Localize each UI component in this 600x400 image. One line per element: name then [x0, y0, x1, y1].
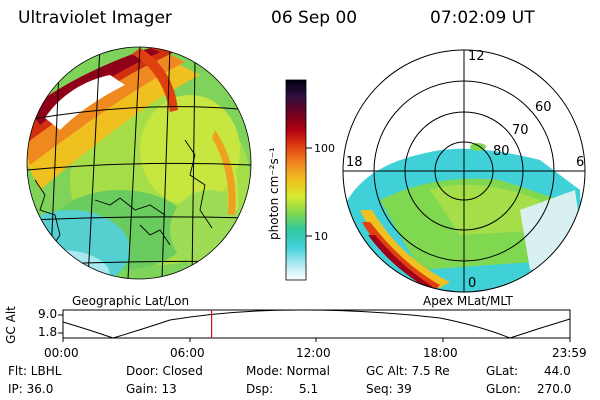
gain-info: Gain: 13	[126, 382, 177, 396]
colorbar: 100 10 photon cm⁻²s⁻¹	[267, 79, 335, 281]
colorbar-tick: 100	[314, 142, 335, 155]
instrument-title: Ultraviolet Imager	[18, 8, 172, 28]
date-label: 06 Sep 00	[271, 8, 358, 28]
glat-value: 44.0	[544, 364, 571, 378]
time-label: 07:02:09 UT	[430, 8, 535, 28]
right-panel-caption: Apex MLat/MLT	[423, 294, 513, 308]
geographic-image	[26, 46, 252, 280]
glon-value: 270.0	[537, 382, 572, 396]
altitude-y-tick: 1.8	[38, 325, 58, 339]
seq-info: Seq: 39	[366, 382, 412, 396]
lat-label-70: 70	[512, 123, 529, 138]
glon-label: GLon:	[486, 382, 521, 396]
altitude-strip	[58, 309, 571, 342]
door-info: Door: Closed	[126, 364, 203, 378]
time-tick: 12:00	[296, 346, 331, 360]
lat-label-80: 80	[493, 144, 510, 159]
dsp-value: 5.1	[299, 382, 319, 396]
time-tick: 00:00	[44, 346, 79, 360]
gc-alt-info: GC Alt: 7.5 Re	[366, 364, 450, 378]
dsp-label: Dsp:	[246, 382, 274, 396]
mlt-label-12: 12	[468, 49, 485, 64]
mlt-label-6: 6	[576, 155, 584, 170]
glat-label: GLat:	[486, 364, 519, 378]
time-tick: 18:00	[423, 346, 458, 360]
colorbar-strip	[285, 79, 307, 281]
filter-info: Flt: LBHL	[8, 364, 62, 378]
altitude-curve	[62, 309, 571, 339]
time-tick: 23:59	[552, 346, 587, 360]
colorbar-tick: 10	[314, 230, 328, 243]
time-tick: 06:00	[170, 346, 205, 360]
mlt-label-18: 18	[346, 155, 363, 170]
altitude-axis-label: GC Alt	[3, 306, 18, 344]
ip-info: IP: 36.0	[8, 382, 54, 396]
mode-info: Mode: Normal	[246, 364, 330, 378]
left-panel-caption: Geographic Lat/Lon	[72, 294, 190, 308]
polar-image: 12 18 6 0 60 70 80	[342, 49, 586, 293]
altitude-y-tick: 9.0	[38, 307, 58, 321]
colorbar-unit-label: photon cm⁻²s⁻¹	[267, 147, 281, 240]
lat-label-60: 60	[535, 100, 552, 115]
mlt-label-0: 0	[468, 276, 476, 291]
polar-grid	[342, 49, 586, 293]
